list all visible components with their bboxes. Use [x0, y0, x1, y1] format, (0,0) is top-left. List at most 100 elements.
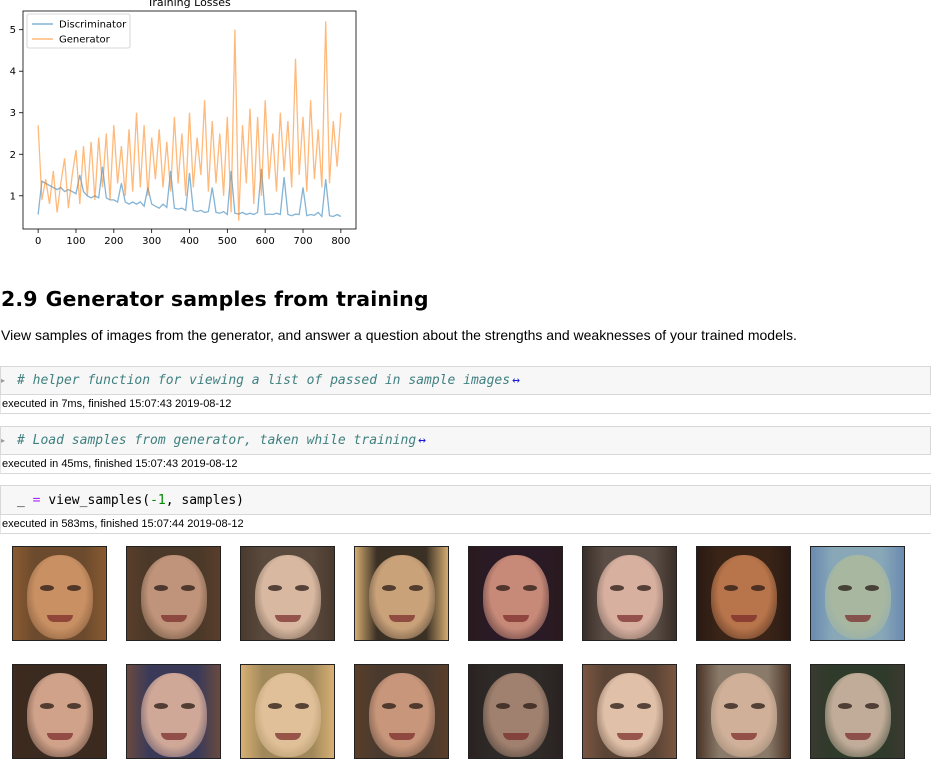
generated-face-image	[354, 546, 449, 641]
face-shape	[141, 555, 207, 639]
section-heading: 2.9 Generator samples from training	[1, 287, 429, 311]
y-tick-label: 1	[10, 191, 16, 202]
generated-face-image	[582, 546, 677, 641]
mouth-shape	[845, 615, 871, 622]
face-shape	[597, 555, 663, 639]
eye-shape	[724, 703, 738, 709]
face-shape	[255, 555, 321, 639]
code-var: _	[17, 493, 25, 508]
eye-shape	[40, 585, 54, 591]
eye-shape	[523, 585, 537, 591]
generated-face-image	[240, 546, 335, 641]
eye-shape	[865, 585, 879, 591]
expand-ellipsis-icon[interactable]: ↔	[512, 373, 520, 388]
face-shape	[597, 673, 663, 757]
mouth-shape	[47, 733, 73, 740]
code-cell-view-samples[interactable]: _ = view_samples(-1, samples)	[0, 485, 931, 515]
code-line[interactable]: _ = view_samples(-1, samples)	[17, 493, 244, 509]
x-tick-label: 300	[142, 236, 161, 247]
mouth-shape	[389, 615, 415, 622]
eye-shape	[637, 703, 651, 709]
generated-face-image	[126, 664, 221, 759]
collapse-arrow-icon[interactable]: ▸	[1, 376, 6, 385]
eye-shape	[523, 703, 537, 709]
face-shape	[711, 673, 777, 757]
generated-face-image	[12, 664, 107, 759]
x-tick-label: 600	[256, 236, 275, 247]
section-number: 2.9	[1, 287, 38, 311]
y-tick-label: 4	[10, 67, 16, 78]
y-tick-label: 5	[10, 25, 16, 36]
x-tick-label: 800	[331, 236, 350, 247]
generated-face-image	[354, 664, 449, 759]
face-shape	[369, 673, 435, 757]
eye-shape	[40, 703, 54, 709]
eye-shape	[268, 585, 282, 591]
legend-label-generator: Generator	[59, 35, 111, 46]
eye-shape	[838, 703, 852, 709]
eye-shape	[409, 585, 423, 591]
eye-shape	[724, 585, 738, 591]
expand-ellipsis-icon[interactable]: ↔	[418, 433, 426, 448]
eye-shape	[409, 703, 423, 709]
x-tick-label: 0	[35, 236, 41, 247]
section-title: Generator samples from training	[45, 287, 429, 311]
eye-shape	[154, 585, 168, 591]
code-line[interactable]: # Load samples from generator, taken whi…	[17, 433, 426, 449]
eye-shape	[181, 703, 195, 709]
mouth-shape	[731, 615, 757, 622]
eye-shape	[67, 703, 81, 709]
eye-shape	[637, 585, 651, 591]
eye-shape	[751, 585, 765, 591]
face-shape	[27, 555, 93, 639]
eye-shape	[496, 585, 510, 591]
axis-ticks: 0 100 200 300 400 500 600 700 800 1 2 3 4 5	[10, 25, 351, 247]
collapse-arrow-icon[interactable]: ▸	[1, 436, 6, 445]
x-tick-label: 200	[104, 236, 123, 247]
eye-shape	[268, 703, 282, 709]
eye-shape	[838, 585, 852, 591]
code-operator: =	[32, 493, 41, 508]
code-cell-load-samples[interactable]: ▸ # Load samples from generator, taken w…	[0, 426, 931, 455]
code-call: view_samples(	[48, 493, 151, 508]
face-shape	[711, 555, 777, 639]
x-tick-label: 500	[218, 236, 237, 247]
eye-shape	[610, 703, 624, 709]
code-cell-helper[interactable]: ▸ # helper function for viewing a list o…	[0, 366, 931, 395]
eye-shape	[67, 585, 81, 591]
chart-svg: Training Losses 0 100 200 300 400 500 600 700 80…	[10, 0, 357, 247]
generated-face-image	[810, 664, 905, 759]
mouth-shape	[845, 733, 871, 740]
code-args: , samples)	[165, 493, 244, 508]
eye-shape	[181, 585, 195, 591]
eye-shape	[751, 703, 765, 709]
mouth-shape	[275, 733, 301, 740]
generated-face-image	[696, 546, 791, 641]
code-comment: # helper function for viewing a list of …	[17, 373, 511, 388]
eye-shape	[865, 703, 879, 709]
generated-face-image	[810, 546, 905, 641]
generated-face-image	[582, 664, 677, 759]
generated-face-image	[12, 546, 107, 641]
generated-face-image	[468, 546, 563, 641]
face-shape	[27, 673, 93, 757]
code-number: -1	[150, 493, 166, 508]
face-shape	[369, 555, 435, 639]
generated-face-image	[126, 546, 221, 641]
training-losses-chart: Training Losses 0 100 200 300 400 500 600 700 80…	[0, 0, 380, 252]
legend-label-discriminator: Discriminator	[59, 20, 127, 31]
mouth-shape	[389, 733, 415, 740]
x-tick-label: 700	[293, 236, 312, 247]
legend: Discriminator Generator	[26, 13, 131, 49]
x-tick-label: 100	[66, 236, 85, 247]
face-shape	[255, 673, 321, 757]
series-line-generator	[37, 21, 342, 221]
y-tick-label: 2	[10, 150, 16, 161]
mouth-shape	[161, 733, 187, 740]
mouth-shape	[617, 733, 643, 740]
series-line-discriminator	[37, 166, 342, 219]
mouth-shape	[275, 615, 301, 622]
code-line[interactable]: # helper function for viewing a list of …	[17, 373, 520, 389]
mouth-shape	[731, 733, 757, 740]
execution-info: executed in 45ms, finished 15:07:43 2019…	[0, 455, 931, 474]
